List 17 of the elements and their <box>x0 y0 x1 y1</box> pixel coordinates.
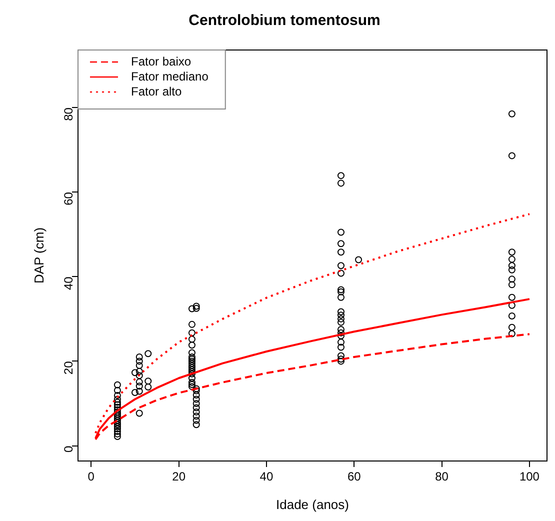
x-tick-label: 40 <box>260 470 274 484</box>
x-axis-title: Idade (anos) <box>276 496 349 512</box>
legend-label: Fator alto <box>131 84 182 98</box>
x-tick-label: 0 <box>88 470 95 484</box>
y-tick-label: 20 <box>61 360 76 375</box>
y-tick-label: 60 <box>61 192 76 206</box>
x-tick-label: 100 <box>519 470 540 484</box>
y-tick-label: 80 <box>61 107 76 121</box>
y-tick-label: 0 <box>61 445 76 452</box>
legend-label: Fator mediano <box>131 69 209 84</box>
chart-title: Centrolobium tomentosum <box>188 12 380 30</box>
y-tick-label: 40 <box>61 276 76 290</box>
x-tick-label: 20 <box>172 470 186 484</box>
y-axis-title: DAP (cm) <box>31 227 46 284</box>
x-tick-label: 80 <box>435 470 449 484</box>
legend-label: Fator baixo <box>131 54 192 68</box>
x-tick-label: 60 <box>347 470 362 484</box>
